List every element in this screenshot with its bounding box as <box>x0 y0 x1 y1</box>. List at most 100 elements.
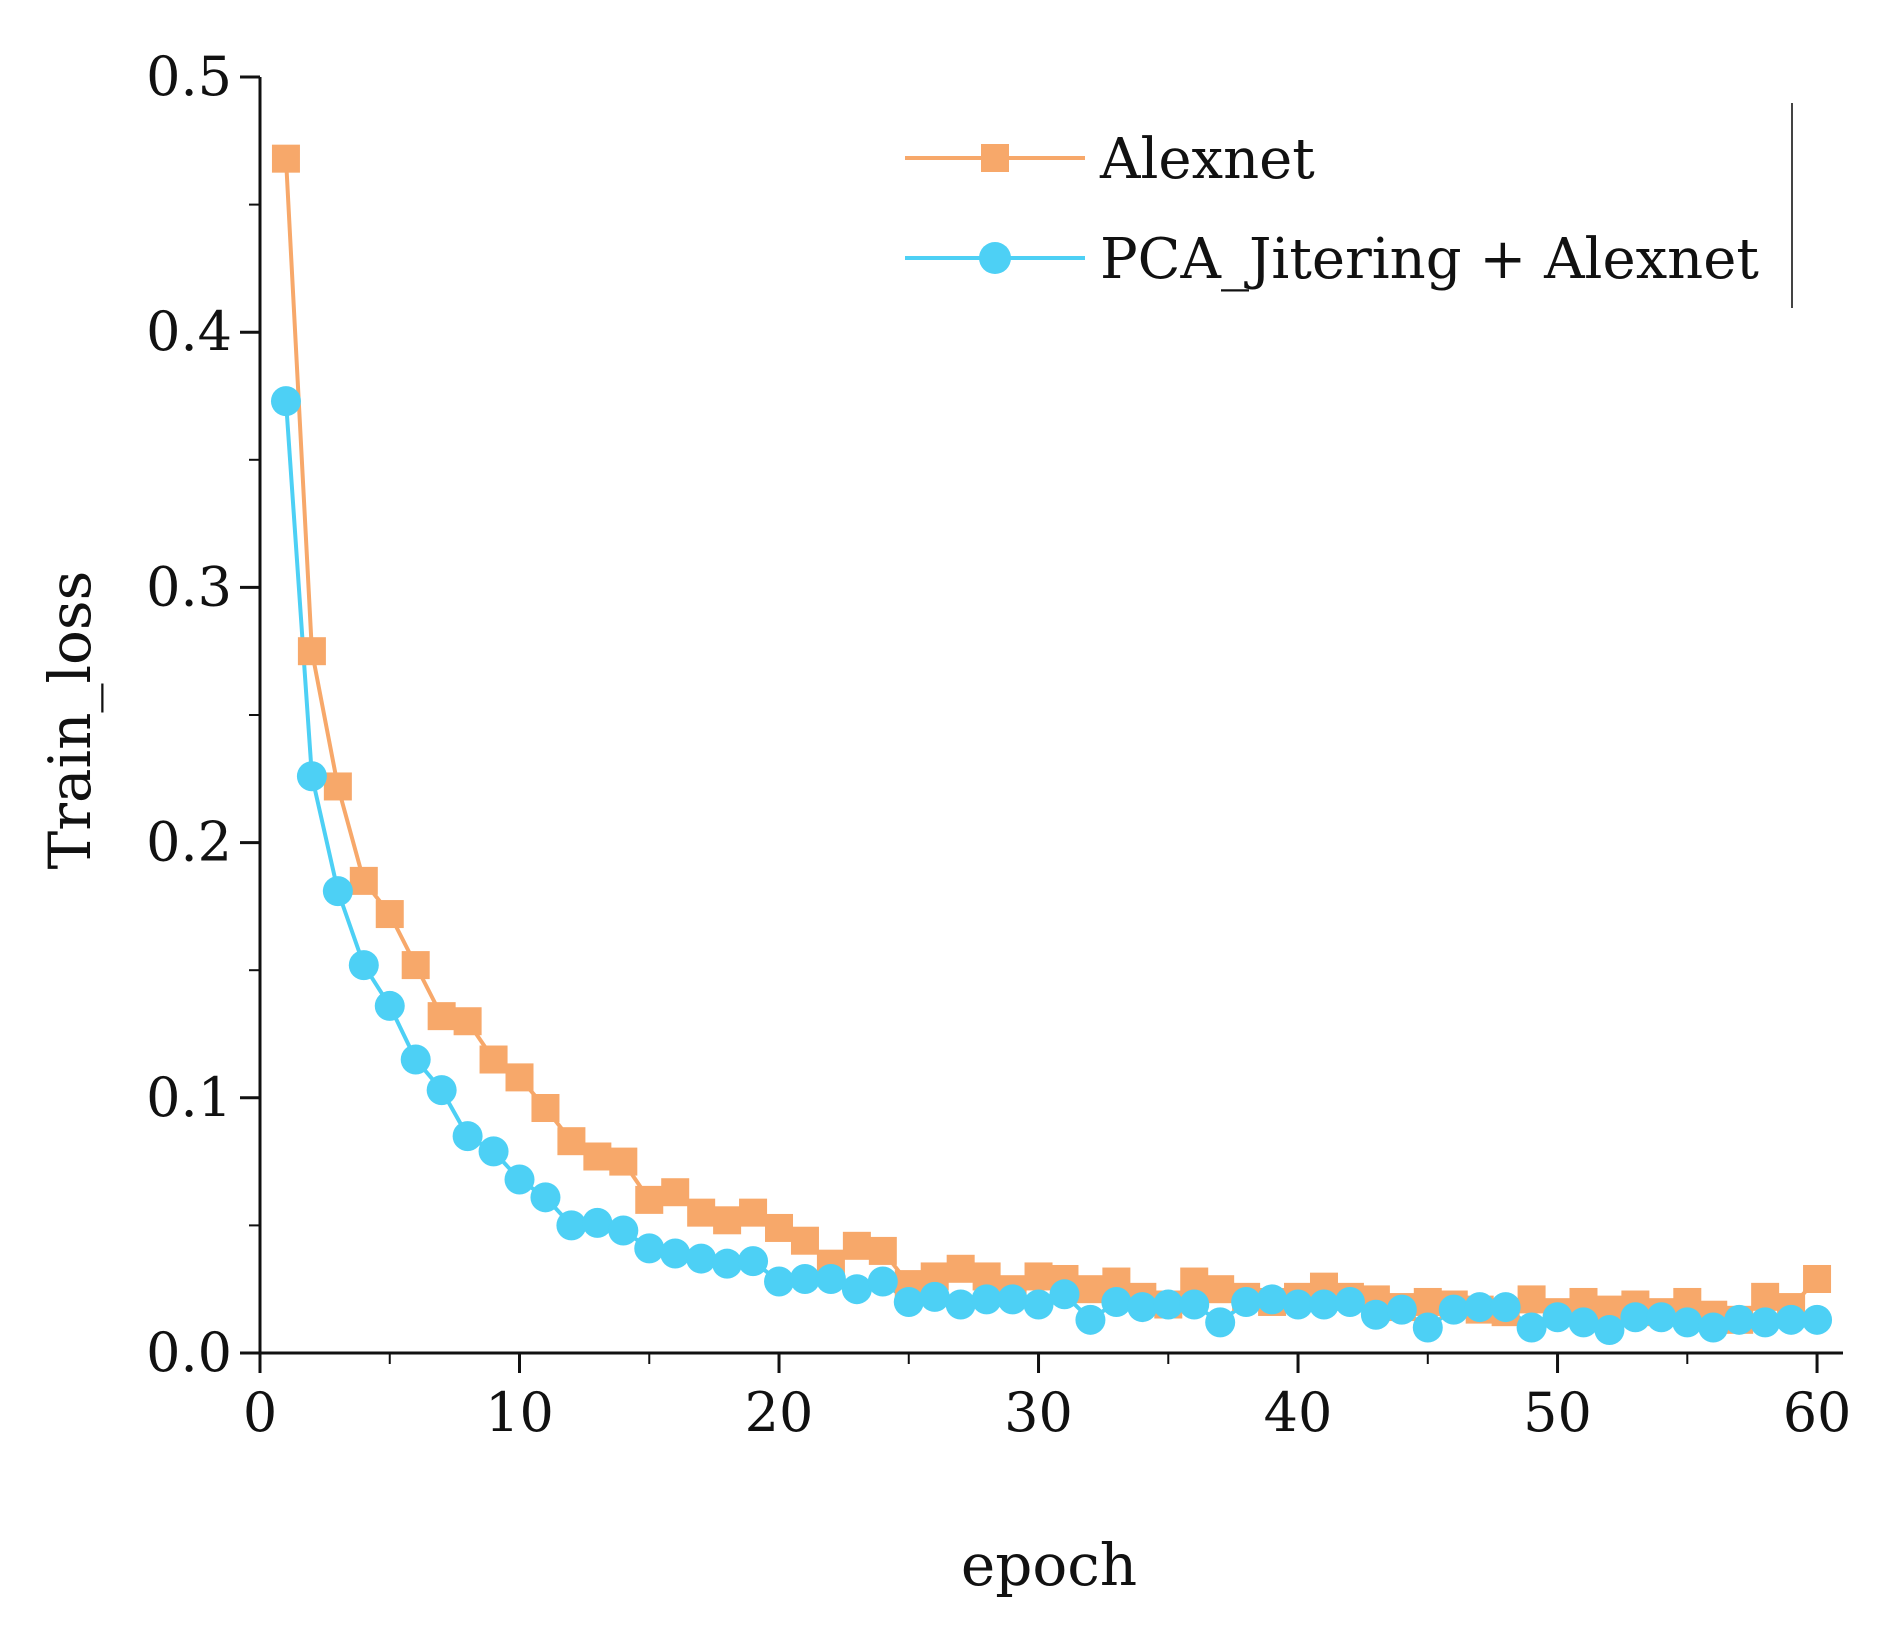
y-tick-label: 0.2 <box>146 811 232 874</box>
data-point-pca-jitering-alexnet <box>530 1182 561 1213</box>
data-point-pca-jitering-alexnet <box>1127 1292 1158 1323</box>
data-point-pca-jitering-alexnet <box>400 1044 431 1075</box>
data-point-alexnet <box>1517 1285 1546 1314</box>
x-tick-label: 60 <box>1783 1381 1852 1444</box>
data-point-pca-jitering-alexnet <box>764 1266 795 1297</box>
data-point-pca-jitering-alexnet <box>789 1263 820 1294</box>
data-point-pca-jitering-alexnet <box>1646 1302 1677 1333</box>
y-tick-label: 0.3 <box>146 555 232 618</box>
data-point-alexnet <box>453 1007 482 1036</box>
x-tick-label: 10 <box>485 1381 554 1444</box>
y-axis-title: Train_loss <box>36 571 104 870</box>
data-point-pca-jitering-alexnet <box>1386 1294 1417 1325</box>
data-point-pca-jitering-alexnet <box>322 876 353 907</box>
data-point-alexnet <box>842 1231 871 1260</box>
data-point-alexnet <box>1076 1275 1105 1304</box>
data-point-alexnet <box>765 1213 794 1242</box>
data-point-pca-jitering-alexnet <box>971 1284 1002 1315</box>
legend-label-pca-jitering: PCA_Jitering + Alexnet <box>1100 227 1759 292</box>
data-point-alexnet <box>713 1206 742 1235</box>
data-point-pca-jitering-alexnet <box>1049 1279 1080 1310</box>
legend-marker-square <box>981 144 1009 172</box>
data-point-alexnet <box>271 144 300 173</box>
data-point-alexnet <box>375 900 404 929</box>
data-point-pca-jitering-alexnet <box>1776 1304 1807 1335</box>
data-point-pca-jitering-alexnet <box>1594 1315 1625 1346</box>
y-tick-label: 0.4 <box>146 300 232 363</box>
y-tick-label: 0.0 <box>146 1321 232 1384</box>
data-point-pca-jitering-alexnet <box>1179 1289 1210 1320</box>
data-point-pca-jitering-alexnet <box>1464 1292 1495 1323</box>
data-point-alexnet <box>661 1178 690 1207</box>
data-point-alexnet <box>297 637 326 666</box>
data-point-pca-jitering-alexnet <box>841 1274 872 1305</box>
data-point-alexnet <box>1206 1275 1235 1304</box>
data-point-pca-jitering-alexnet <box>270 386 301 417</box>
data-point-pca-jitering-alexnet <box>815 1263 846 1294</box>
data-point-pca-jitering-alexnet <box>1101 1286 1132 1317</box>
data-point-pca-jitering-alexnet <box>348 950 379 981</box>
data-point-alexnet <box>583 1142 612 1171</box>
data-point-alexnet <box>739 1198 768 1227</box>
data-point-alexnet <box>479 1045 508 1074</box>
data-point-pca-jitering-alexnet <box>1568 1307 1599 1338</box>
data-point-alexnet <box>1024 1262 1053 1291</box>
legend-item-pca-jitering: PCA_Jitering + Alexnet <box>905 227 1759 292</box>
data-point-pca-jitering-alexnet <box>1360 1299 1391 1330</box>
data-point-alexnet <box>401 951 430 980</box>
data-point-pca-jitering-alexnet <box>452 1121 483 1152</box>
data-point-alexnet <box>609 1147 638 1176</box>
legend-box <box>897 103 1792 308</box>
data-point-pca-jitering-alexnet <box>660 1238 691 1269</box>
data-point-pca-jitering-alexnet <box>997 1284 1028 1315</box>
y-tick-label: 0.1 <box>146 1066 232 1129</box>
data-point-pca-jitering-alexnet <box>426 1075 457 1106</box>
data-point-alexnet <box>505 1063 534 1092</box>
data-point-pca-jitering-alexnet <box>1542 1302 1573 1333</box>
series-line-alexnet <box>284 158 1819 1322</box>
data-point-pca-jitering-alexnet <box>1490 1292 1521 1323</box>
data-point-pca-jitering-alexnet <box>296 761 327 792</box>
data-point-alexnet <box>427 1002 456 1031</box>
x-tick-label: 0 <box>243 1381 277 1444</box>
data-point-alexnet <box>1751 1282 1780 1311</box>
data-point-pca-jitering-alexnet <box>1516 1312 1547 1343</box>
data-point-pca-jitering-alexnet <box>686 1243 717 1274</box>
data-point-alexnet <box>790 1226 819 1255</box>
data-point-pca-jitering-alexnet <box>867 1266 898 1297</box>
data-point-pca-jitering-alexnet <box>945 1289 976 1320</box>
data-point-pca-jitering-alexnet <box>608 1215 639 1246</box>
data-point-pca-jitering-alexnet <box>1724 1304 1755 1335</box>
data-point-pca-jitering-alexnet <box>634 1233 665 1264</box>
x-axis-title: epoch <box>961 1531 1137 1599</box>
data-point-pca-jitering-alexnet <box>738 1246 769 1277</box>
data-point-pca-jitering-alexnet <box>556 1210 587 1241</box>
data-point-alexnet <box>557 1127 586 1156</box>
data-point-pca-jitering-alexnet <box>893 1286 924 1317</box>
data-point-alexnet <box>946 1254 975 1283</box>
data-point-pca-jitering-alexnet <box>712 1248 743 1279</box>
data-point-pca-jitering-alexnet <box>1075 1304 1106 1335</box>
data-point-pca-jitering-alexnet <box>1620 1302 1651 1333</box>
data-point-pca-jitering-alexnet <box>1023 1289 1054 1320</box>
data-point-pca-jitering-alexnet <box>478 1136 509 1167</box>
data-point-pca-jitering-alexnet <box>1750 1307 1781 1338</box>
data-point-alexnet <box>349 866 378 895</box>
x-tick-label: 50 <box>1523 1381 1592 1444</box>
legend: Alexnet PCA_Jitering + Alexnet <box>897 103 1793 308</box>
data-point-pca-jitering-alexnet <box>1205 1307 1236 1338</box>
axes: 0 10 20 30 40 50 60 0.0 0.1 0.2 0.3 0.4 0.5 <box>146 45 1851 1444</box>
data-point-pca-jitering-alexnet <box>1153 1289 1184 1320</box>
data-point-pca-jitering-alexnet <box>1231 1286 1262 1317</box>
data-point-pca-jitering-alexnet <box>1672 1307 1703 1338</box>
data-point-pca-jitering-alexnet <box>919 1281 950 1312</box>
y-tick-label: 0.5 <box>146 45 232 108</box>
data-point-pca-jitering-alexnet <box>1283 1289 1314 1320</box>
data-point-alexnet <box>1803 1264 1832 1293</box>
x-tick-label: 30 <box>1004 1381 1073 1444</box>
data-point-pca-jitering-alexnet <box>1438 1294 1469 1325</box>
x-tick-label: 40 <box>1264 1381 1333 1444</box>
data-point-pca-jitering-alexnet <box>1802 1304 1833 1335</box>
